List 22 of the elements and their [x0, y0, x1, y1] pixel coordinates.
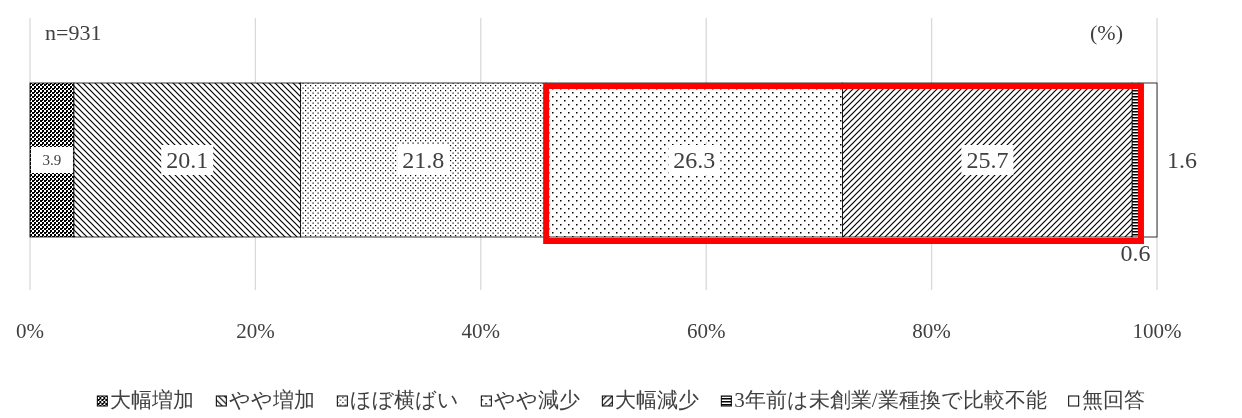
legend-label: 3年前は未創業/業種換で比較不能 — [734, 388, 1047, 412]
data-label: 0.6 — [1120, 240, 1151, 266]
legend-label: 大幅増加 — [110, 388, 195, 412]
legend-label: 無回答 — [1081, 388, 1145, 412]
annotation: (%) — [1090, 20, 1123, 45]
annotation: n=931 — [45, 20, 102, 45]
x-tick-label: 60% — [686, 319, 726, 343]
data-label: 20.1 — [166, 147, 209, 173]
x-tick-label: 40% — [461, 319, 501, 343]
data-label: 1.6 — [1167, 147, 1197, 173]
data-label: 25.7 — [966, 147, 1009, 173]
x-tick-label: 0% — [16, 319, 44, 343]
x-tick-label: 20% — [236, 319, 275, 343]
legend-label: やや増加 — [229, 388, 316, 412]
data-label: 26.3 — [673, 147, 716, 173]
legend-label: ほぼ横ばい — [350, 388, 460, 412]
x-tick-label: 100% — [1132, 319, 1182, 343]
data-label: 3.9 — [42, 152, 62, 168]
legend-label: 大幅減少 — [615, 388, 700, 412]
data-label: 21.8 — [402, 147, 445, 173]
legend-label: やや減少 — [494, 388, 581, 412]
x-tick-label: 80% — [912, 319, 951, 343]
